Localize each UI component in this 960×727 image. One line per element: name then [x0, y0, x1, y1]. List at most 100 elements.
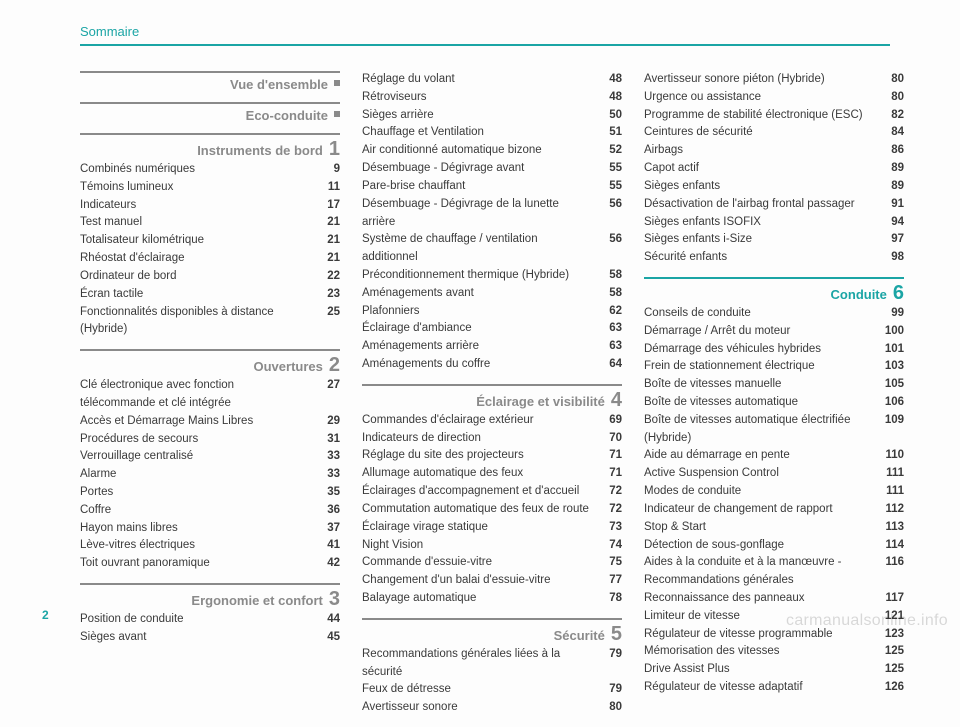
entry-page: 105 — [882, 376, 904, 394]
toc-entry: Aménagements avant58 — [362, 285, 622, 303]
entry-label: Position de conduite — [80, 611, 318, 629]
toc-entry: Clé électronique avec fonction télécomma… — [80, 377, 340, 413]
entry-page: 63 — [600, 320, 622, 338]
toc-entry: Hayon mains libres37 — [80, 520, 340, 538]
toc-entry: Active Suspension Control111 — [644, 465, 904, 483]
entry-page: 78 — [600, 590, 622, 608]
entry-label: Témoins lumineux — [80, 179, 318, 197]
entry-label: Recommandations générales liées à la séc… — [362, 646, 600, 682]
section-rule — [80, 133, 340, 135]
toc-entry: Sièges arrière50 — [362, 107, 622, 125]
toc-entry: Détection de sous-gonflage114 — [644, 537, 904, 555]
toc-entry: Combinés numériques9 — [80, 161, 340, 179]
entry-page: 73 — [600, 519, 622, 537]
toc-entry: Reconnaissance des panneaux117 — [644, 590, 904, 608]
entry-page: 72 — [600, 501, 622, 519]
toc-entry: Indicateur de changement de rapport112 — [644, 501, 904, 519]
entry-label: Sécurité enfants — [644, 249, 882, 267]
entry-page: 21 — [318, 250, 340, 268]
section-head-instruments: Instruments de bord 1 — [80, 139, 340, 159]
entry-page: 48 — [600, 89, 622, 107]
toc-entry: Ordinateur de bord22 — [80, 268, 340, 286]
section-head-safety: Sécurité 5 — [362, 624, 622, 644]
entry-label: Éclairages d'accompagnement et d'accueil — [362, 483, 600, 501]
entry-label: Aménagements du coffre — [362, 356, 600, 374]
toc-entry: Éclairage d'ambiance63 — [362, 320, 622, 338]
toc-entry: Aide au démarrage en pente110 — [644, 447, 904, 465]
entry-page: 70 — [600, 430, 622, 448]
entry-label: Urgence ou assistance — [644, 89, 882, 107]
toc-entry: Procédures de secours31 — [80, 431, 340, 449]
toc-entry: Rétroviseurs48 — [362, 89, 622, 107]
toc-entry: Fonctionnalités disponibles à distance (… — [80, 304, 340, 340]
entry-page: 71 — [600, 465, 622, 483]
entry-page: 55 — [600, 160, 622, 178]
entry-label: Boîte de vitesses automatique — [644, 394, 882, 412]
entry-label: Chauffage et Ventilation — [362, 124, 600, 142]
toc-entry: Avertisseur sonore80 — [362, 699, 622, 717]
section-number: 5 — [611, 624, 622, 644]
section-rule — [644, 277, 904, 279]
toc-entry: Alarme33 — [80, 466, 340, 484]
toc-entry: Écran tactile23 — [80, 286, 340, 304]
section-rule — [80, 349, 340, 351]
toc-entry: Éclairage virage statique73 — [362, 519, 622, 537]
entry-page: 106 — [882, 394, 904, 412]
entry-label: Pare-brise chauffant — [362, 178, 600, 196]
column-1: Vue d'ensemble Eco-conduite Instruments … — [80, 71, 340, 727]
entry-label: Éclairage virage statique — [362, 519, 600, 537]
toc-entry: Balayage automatique78 — [362, 590, 622, 608]
entry-label: Désembuage - Dégivrage avant — [362, 160, 600, 178]
toc-entry: Désactivation de l'airbag frontal passag… — [644, 196, 904, 214]
entry-label: Hayon mains libres — [80, 520, 318, 538]
entry-page: 80 — [882, 71, 904, 89]
entry-page: 89 — [882, 160, 904, 178]
entry-page: 109 — [882, 412, 904, 448]
entry-page: 86 — [882, 142, 904, 160]
entry-page: 37 — [318, 520, 340, 538]
toc-entry: Verrouillage centralisé33 — [80, 448, 340, 466]
toc-entry: Boîte de vitesses automatique électrifié… — [644, 412, 904, 448]
toc-entry: Stop & Start113 — [644, 519, 904, 537]
toc-entry: Aides à la conduite et à la manœuvre - R… — [644, 554, 904, 590]
toc-entry: Feux de détresse79 — [362, 681, 622, 699]
entry-label: Balayage automatique — [362, 590, 600, 608]
section-head-driving: Conduite 6 — [644, 283, 904, 303]
section-rule — [80, 102, 340, 104]
toc-entry: Régulateur de vitesse adaptatif126 — [644, 679, 904, 697]
entry-page: 80 — [600, 699, 622, 717]
entry-label: Préconditionnement thermique (Hybride) — [362, 267, 600, 285]
toc-page: Sommaire Vue d'ensemble Eco-conduite Ins… — [0, 0, 960, 640]
section-title: Conduite — [831, 287, 887, 302]
toc-entry: Lève-vitres électriques41 — [80, 537, 340, 555]
entry-label: Mémorisation des vitesses — [644, 643, 882, 661]
entry-page: 79 — [600, 681, 622, 699]
section-title: Sécurité — [554, 628, 605, 643]
entry-label: Indicateurs de direction — [362, 430, 600, 448]
entry-label: Aide au démarrage en pente — [644, 447, 882, 465]
section-head-eco: Eco-conduite — [80, 108, 340, 123]
entry-label: Sièges enfants — [644, 178, 882, 196]
toc-entry: Plafonniers62 — [362, 303, 622, 321]
entries-ergonomics: Position de conduite44Sièges avant45 — [80, 611, 340, 647]
entry-label: Conseils de conduite — [644, 305, 882, 323]
header-rule — [80, 44, 890, 46]
section-head-overview: Vue d'ensemble — [80, 77, 340, 92]
entry-label: Frein de stationnement électrique — [644, 358, 882, 376]
column-2: Réglage du volant48Rétroviseurs48Sièges … — [362, 71, 622, 727]
entry-label: Air conditionné automatique bizone — [362, 142, 600, 160]
entry-page: 125 — [882, 661, 904, 679]
entry-label: Sièges enfants i-Size — [644, 231, 882, 249]
toc-entry: Boîte de vitesses automatique106 — [644, 394, 904, 412]
entry-label: Aides à la conduite et à la manœuvre - R… — [644, 554, 882, 590]
section-marker-icon — [334, 80, 340, 86]
section-head-lighting: Éclairage et visibilité 4 — [362, 390, 622, 410]
entry-label: Démarrage / Arrêt du moteur — [644, 323, 882, 341]
entry-label: Procédures de secours — [80, 431, 318, 449]
entry-page: 36 — [318, 502, 340, 520]
entry-label: Ordinateur de bord — [80, 268, 318, 286]
toc-entry: Aménagements arrière63 — [362, 338, 622, 356]
section-marker-icon — [334, 111, 340, 117]
entry-page: 91 — [882, 196, 904, 214]
toc-entry: Système de chauffage / ventilation addit… — [362, 231, 622, 267]
